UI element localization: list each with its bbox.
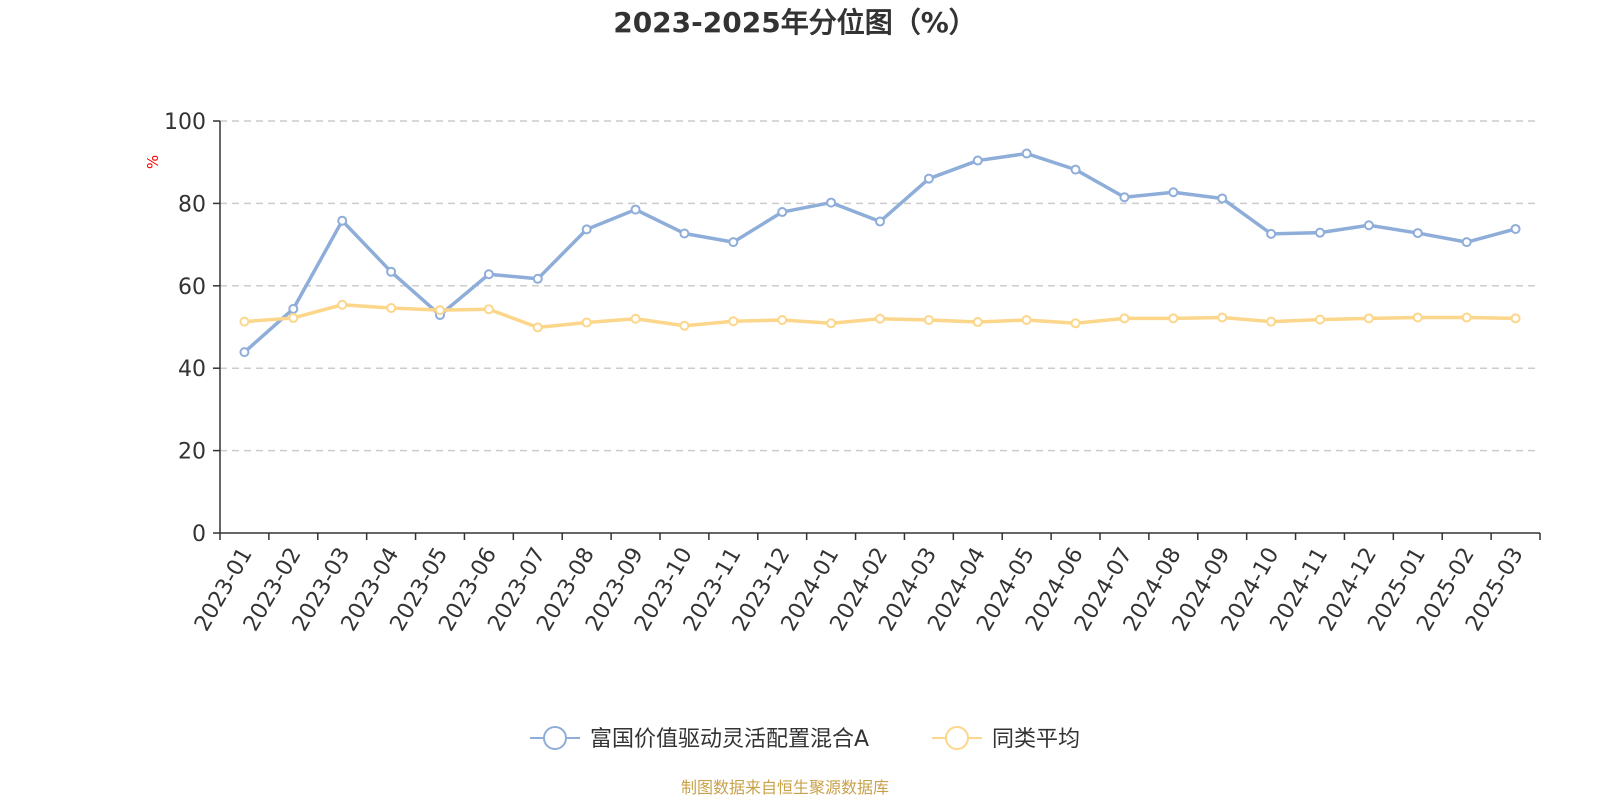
- y-tick-label: 40: [178, 357, 206, 382]
- data-point: [826, 318, 837, 329]
- chart-title: 2023-2025年分位图（%）: [613, 6, 977, 39]
- data-point: [1168, 187, 1179, 198]
- data-point: [1070, 164, 1081, 175]
- data-point: [1021, 314, 1032, 325]
- data-point: [337, 215, 348, 226]
- data-point: [532, 322, 543, 333]
- data-point: [728, 316, 739, 327]
- y-tick-label: 60: [178, 275, 206, 300]
- data-point: [1363, 220, 1374, 231]
- data-point: [826, 197, 837, 208]
- data-point: [532, 273, 543, 284]
- y-tick-label: 80: [178, 192, 206, 217]
- legend-item-2: 同类平均: [932, 726, 1080, 752]
- data-point: [1412, 312, 1423, 323]
- data-point: [875, 216, 885, 227]
- data-point: [1510, 223, 1521, 234]
- data-point: [581, 224, 592, 235]
- data-point: [1021, 148, 1032, 159]
- data-point: [777, 207, 788, 218]
- data-point: [923, 314, 934, 325]
- data-point: [679, 228, 690, 239]
- legend-marker: [543, 726, 567, 750]
- source-note: 制图数据来自恒生聚源数据库: [681, 778, 889, 797]
- gridlines: [220, 120, 1540, 452]
- data-point: [1315, 314, 1325, 325]
- series-2: [239, 299, 1521, 333]
- data-point: [581, 317, 592, 328]
- data-point: [1315, 227, 1325, 238]
- data-point: [630, 313, 641, 324]
- data-point: [435, 305, 445, 316]
- data-point: [1119, 192, 1130, 203]
- data-point: [1461, 312, 1472, 323]
- data-point: [1363, 313, 1374, 324]
- data-point: [679, 320, 690, 331]
- data-point: [239, 316, 250, 327]
- data-point: [1412, 228, 1423, 239]
- data-point: [1119, 313, 1130, 324]
- data-point: [630, 204, 641, 215]
- legend-marker: [945, 726, 969, 750]
- data-point: [875, 313, 885, 324]
- legend-item-1: 富国价值驱动灵活配置混合A: [530, 726, 869, 752]
- data-point: [1070, 318, 1081, 329]
- x-tick-labels: 2023-012023-022023-032023-042023-052023-…: [190, 544, 1529, 636]
- data-point: [337, 299, 348, 310]
- legend-label: 富国价值驱动灵活配置混合A: [590, 727, 869, 752]
- y-tick-label: 100: [164, 110, 206, 135]
- data-point: [923, 173, 934, 184]
- y-tick-labels: 0 20 40 60 80 100: [164, 110, 206, 547]
- data-point: [288, 303, 299, 314]
- data-point: [288, 312, 299, 323]
- data-point: [728, 237, 739, 248]
- y-tick-label: 0: [192, 522, 206, 547]
- data-point: [1510, 313, 1521, 324]
- legend-label: 同类平均: [992, 727, 1080, 752]
- y-axis-unit-label: %: [144, 155, 162, 169]
- data-point: [239, 347, 250, 358]
- axes: [213, 120, 1541, 540]
- series-1: [239, 148, 1521, 358]
- data-point: [1217, 193, 1228, 204]
- data-point: [1266, 316, 1277, 327]
- data-point: [1266, 228, 1277, 239]
- data-point: [386, 266, 397, 277]
- y-tick-label: 20: [178, 440, 206, 465]
- data-point: [1461, 237, 1472, 248]
- data-point: [483, 269, 494, 280]
- data-point: [972, 155, 983, 166]
- data-point: [1217, 312, 1228, 323]
- data-point: [777, 314, 788, 325]
- legend: 富国价值驱动灵活配置混合A 同类平均: [530, 726, 1080, 752]
- data-point: [1168, 313, 1179, 324]
- data-point: [483, 304, 494, 315]
- data-point: [972, 317, 983, 328]
- series-lines: [239, 148, 1521, 358]
- data-point: [386, 303, 397, 314]
